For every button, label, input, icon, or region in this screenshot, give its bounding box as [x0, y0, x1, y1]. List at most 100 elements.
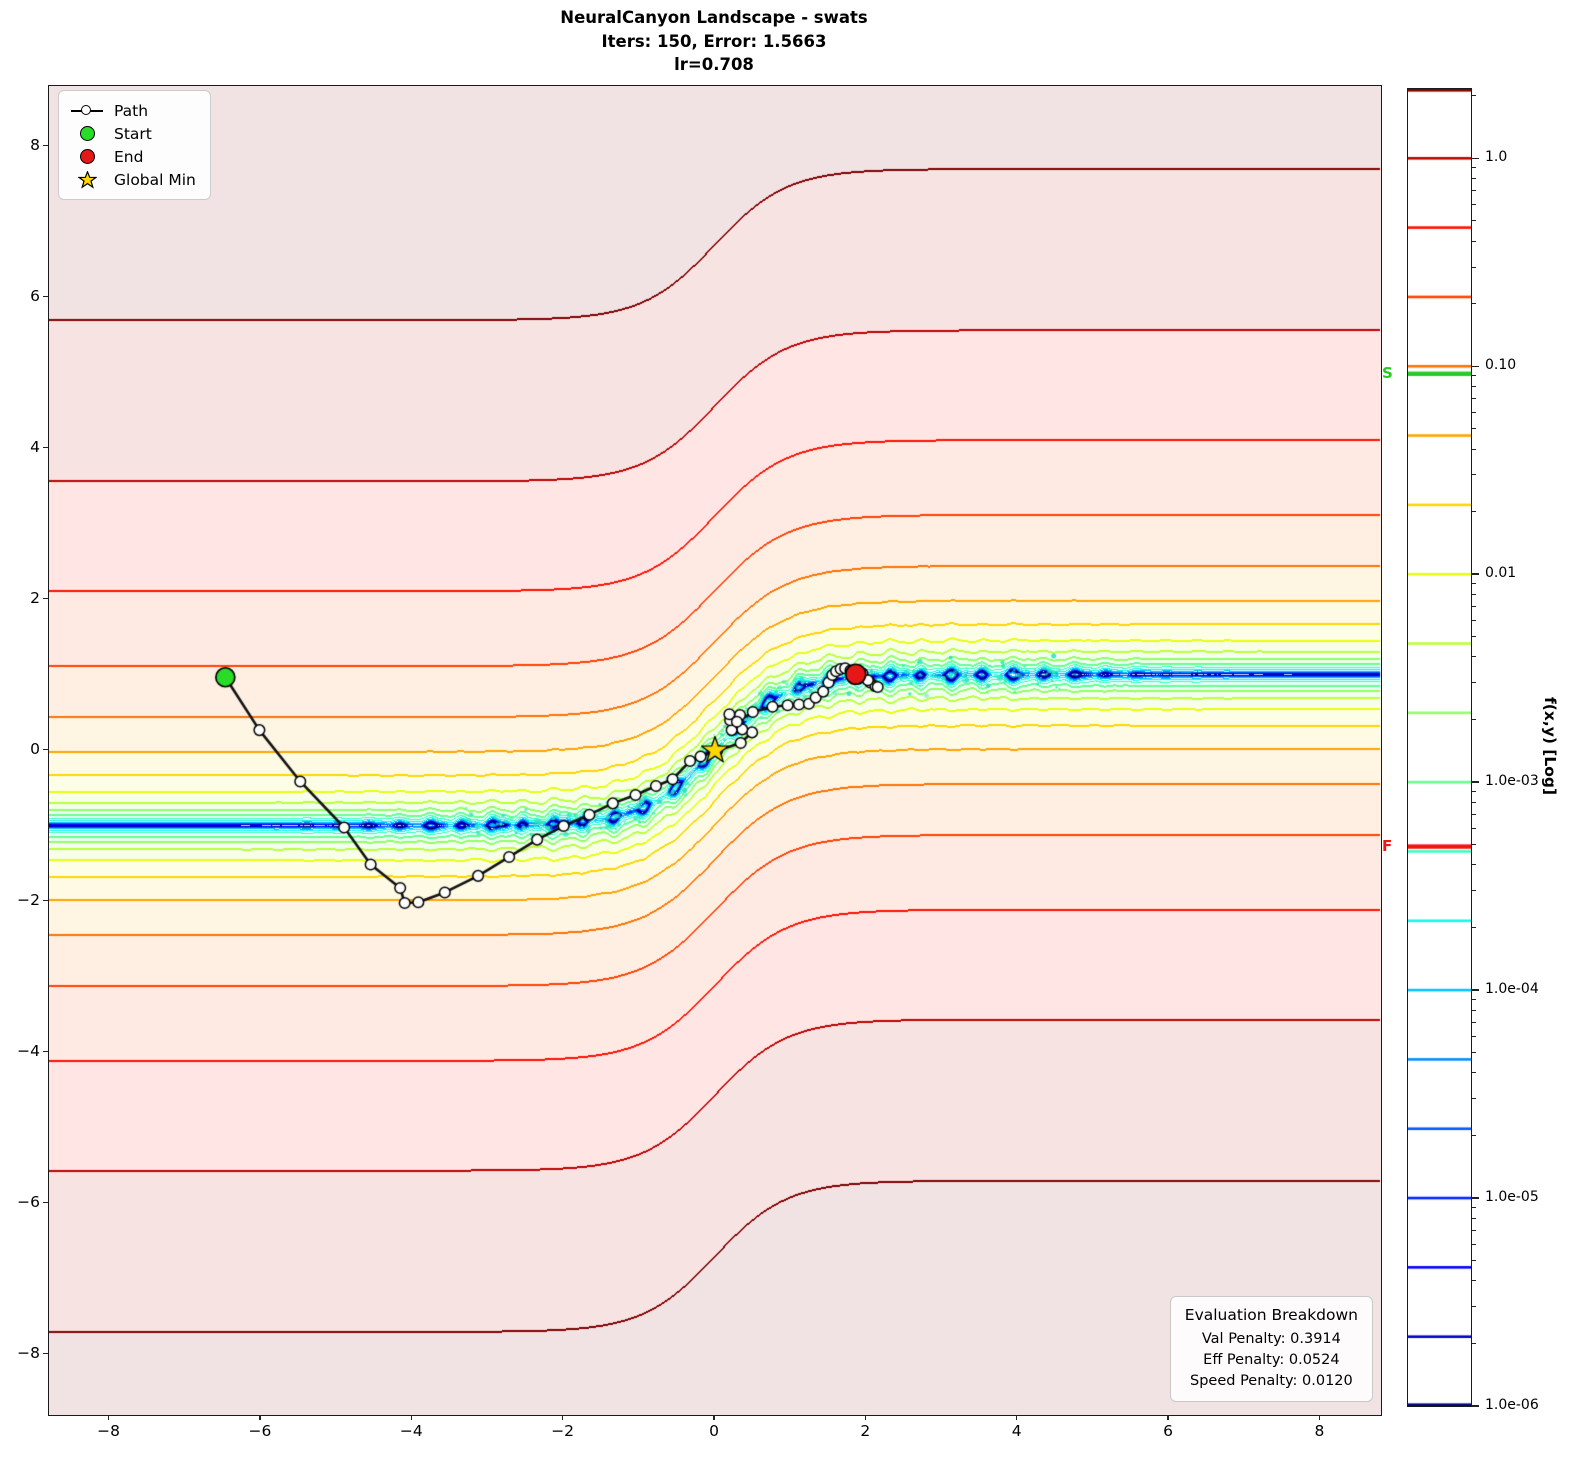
colorbar-tick-label: 1.0e-04 [1485, 981, 1539, 998]
x-tick-mark [713, 1415, 715, 1421]
legend-item-global-min: Global Min [69, 168, 196, 191]
legend-label-start: Start [114, 124, 152, 143]
contour-plot-canvas [49, 86, 1381, 1415]
colorbar-minor-tick-mark [1472, 682, 1477, 684]
y-tick-label: −8 [17, 1344, 40, 1363]
y-tick-label: 6 [30, 286, 40, 305]
colorbar-tick-label: 1.0e-06 [1485, 1397, 1539, 1413]
colorbar-start-marker-label: S [1382, 363, 1393, 382]
y-tick-label: −2 [17, 891, 40, 910]
colorbar-minor-tick-mark [1472, 583, 1477, 585]
global-min-swatch [69, 170, 105, 190]
y-tick-label: −6 [17, 1193, 40, 1212]
legend-item-start: Start [69, 122, 196, 145]
y-tick-mark [43, 1352, 48, 1355]
colorbar-tick-mark [1472, 365, 1480, 367]
colorbar-minor-tick-mark [1472, 619, 1477, 621]
colorbar-minor-tick-mark [1472, 593, 1477, 595]
eval-speed-penalty: Speed Penalty: 0.0120 [1190, 1373, 1353, 1389]
colorbar-minor-tick-mark [1472, 1229, 1477, 1231]
x-tick-label: 4 [1011, 1422, 1022, 1440]
colorbar-tick-label: 1.0 [1485, 149, 1508, 166]
colorbar-minor-tick-mark [1472, 203, 1477, 205]
x-tick-mark [1318, 1415, 1321, 1421]
y-tick-label: 8 [30, 135, 40, 154]
colorbar-minor-tick-mark [1472, 719, 1477, 721]
plot-area: Path Start End Global M [48, 85, 1382, 1416]
colorbar-minor-tick-mark [1472, 1217, 1477, 1219]
colorbar-minor-tick-mark [1472, 511, 1477, 513]
x-tick-mark [259, 1415, 261, 1421]
colorbar-tick-label: 0.01 [1485, 565, 1517, 582]
colorbar-minor-tick-mark [1472, 827, 1477, 829]
colorbar-minor-tick-mark [1472, 220, 1477, 222]
colorbar-minor-tick-mark [1472, 1243, 1477, 1245]
x-tick-label: 2 [860, 1422, 871, 1440]
x-tick-label: −8 [97, 1422, 120, 1440]
legend: Path Start End Global M [58, 90, 211, 200]
colorbar-minor-tick-mark [1472, 240, 1477, 242]
x-tick-mark [107, 1415, 110, 1421]
path-marker-icon [81, 105, 91, 115]
colorbar-minor-tick-mark [1472, 864, 1477, 866]
colorbar-minor-tick-mark [1472, 303, 1477, 305]
legend-label-path: Path [114, 101, 149, 120]
y-tick-mark [43, 748, 48, 751]
eval-box-title: Evaluation Breakdown [1184, 1306, 1358, 1324]
colorbar-tick-mark [1472, 157, 1480, 159]
colorbar-minor-tick-mark [1472, 927, 1477, 928]
colorbar: S F 1.0 0.10 0.01 1.0e-03 1.0e-04 1.0e-05 1.0e-0… [1382, 88, 1539, 1413]
y-tick-label: 4 [30, 437, 40, 456]
colorbar-minor-tick-mark [1472, 177, 1477, 179]
colorbar-tick-mark [1472, 989, 1480, 991]
y-tick-label: −4 [17, 1042, 40, 1061]
x-tick-label: −4 [399, 1422, 423, 1440]
y-tick-label: 2 [30, 588, 40, 607]
y-tick-mark [43, 1050, 48, 1053]
eval-eff-penalty: Eff Penalty: 0.0524 [1203, 1352, 1340, 1368]
x-tick-label: 0 [709, 1422, 719, 1440]
colorbar-tick-label: 1.0e-03 [1485, 773, 1539, 790]
colorbar-minor-tick-mark [1472, 1098, 1477, 1100]
start-marker-icon [79, 126, 95, 141]
colorbar-minor-tick-mark [1472, 1009, 1477, 1011]
x-tick-label: −6 [248, 1422, 272, 1440]
colorbar-final-marker-label: F [1382, 836, 1393, 855]
chart-title: NeuralCanyon Landscape - swats Iters: 15… [48, 6, 1380, 77]
colorbar-minor-tick-mark [1472, 448, 1477, 450]
x-tick-mark [561, 1415, 564, 1421]
colorbar-minor-tick-mark [1472, 1072, 1477, 1074]
colorbar-minor-tick-mark [1472, 428, 1477, 430]
colorbar-minor-tick-mark [1472, 411, 1477, 413]
eval-val-penalty: Val Penalty: 0.3914 [1201, 1331, 1341, 1347]
end-swatch [69, 147, 105, 167]
colorbar-minor-tick-mark [1472, 95, 1477, 97]
x-tick-label: 8 [1314, 1422, 1325, 1440]
star-icon [77, 170, 97, 189]
colorbar-minor-tick-mark [1472, 1280, 1477, 1282]
colorbar-minor-tick-mark [1472, 605, 1477, 607]
colorbar-minor-tick-mark [1472, 1134, 1477, 1136]
colorbar-tick-mark [1472, 1405, 1480, 1407]
y-tick-mark [43, 1201, 48, 1204]
colorbar-minor-tick-mark [1472, 636, 1477, 638]
colorbar-tick-label: 1.0e-05 [1485, 1189, 1539, 1206]
y-tick-mark [43, 446, 48, 449]
end-marker-icon [79, 149, 95, 164]
path-swatch [69, 101, 105, 121]
colorbar-canvas [1408, 89, 1471, 1406]
title-line-3: lr=0.708 [674, 55, 754, 74]
colorbar-tick-mark [1472, 1197, 1480, 1199]
legend-item-path: Path [69, 99, 196, 122]
colorbar-minor-tick-mark [1472, 474, 1477, 476]
y-tick-mark [43, 144, 48, 147]
colorbar-minor-tick-mark [1472, 190, 1477, 191]
colorbar-minor-tick-mark [1472, 791, 1477, 793]
colorbar-minor-tick-mark [1472, 266, 1477, 268]
colorbar-minor-tick-mark [1472, 813, 1477, 815]
colorbar-minor-tick-mark [1472, 1207, 1477, 1209]
x-tick-mark [1016, 1415, 1018, 1421]
colorbar-minor-tick-mark [1472, 801, 1477, 803]
colorbar-minor-tick-mark [1472, 1306, 1477, 1308]
title-line-2: Iters: 150, Error: 1.5663 [601, 31, 827, 51]
